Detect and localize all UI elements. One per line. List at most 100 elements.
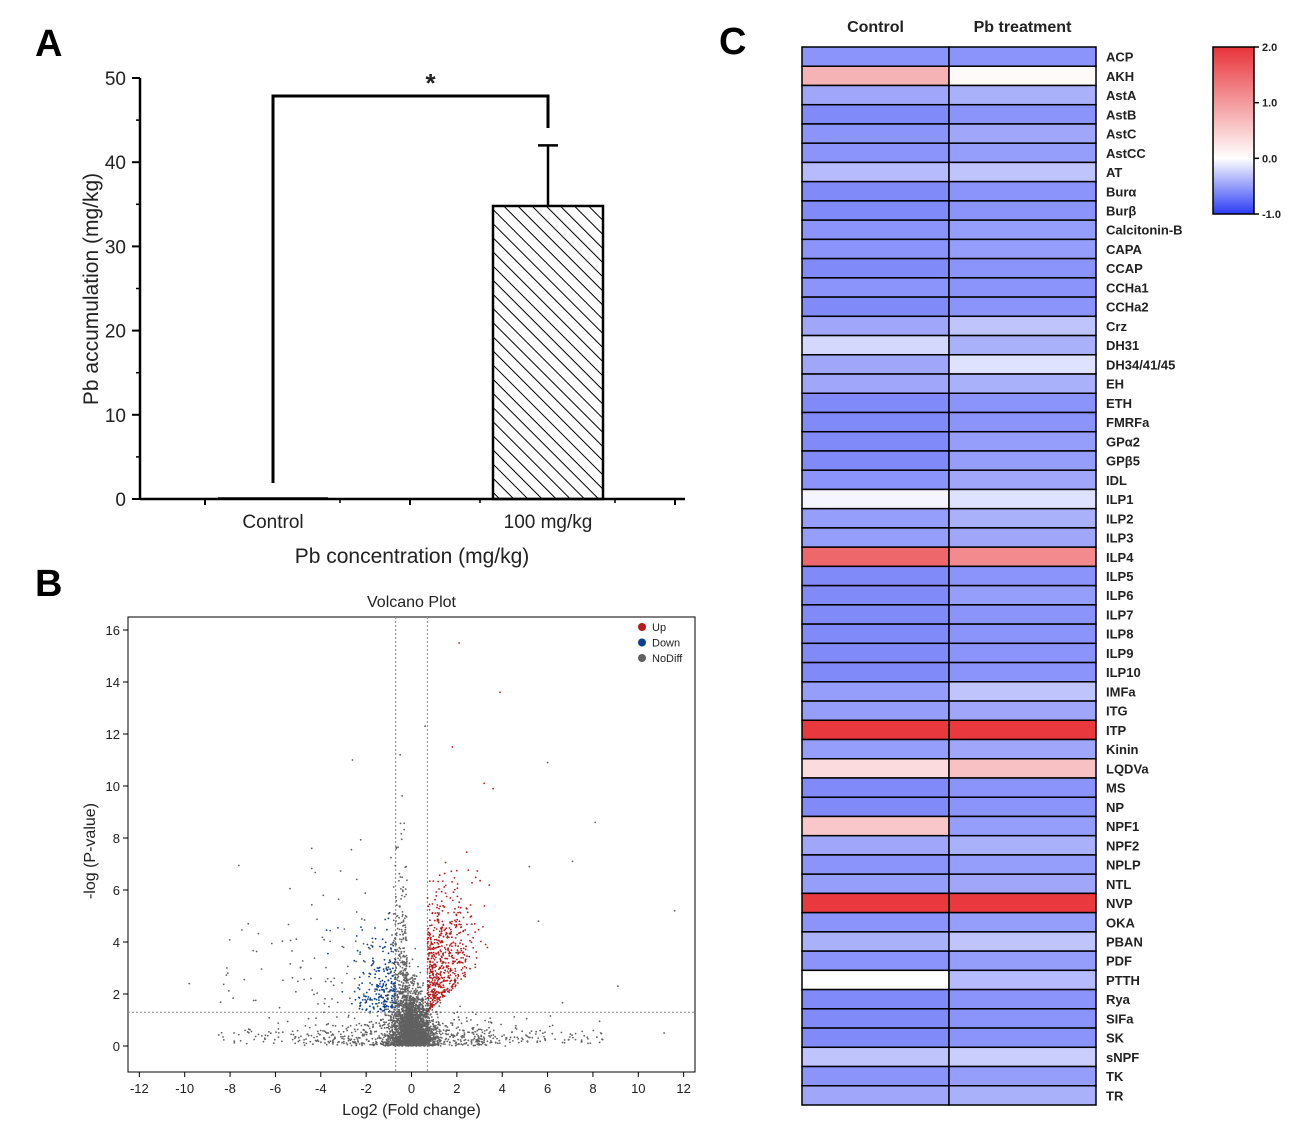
point-nodiff	[324, 997, 326, 1000]
heatmap-cell	[948, 988, 1097, 1010]
point-nodiff	[402, 920, 405, 923]
point-nodiff	[461, 1036, 463, 1039]
point-nodiff	[362, 1028, 365, 1031]
point-nodiff	[356, 1028, 359, 1031]
point-up	[445, 944, 448, 946]
heatmap-row-label: ILP9	[1106, 646, 1133, 661]
point-nodiff	[425, 1039, 428, 1042]
point-nodiff	[323, 1030, 326, 1032]
point-nodiff	[351, 759, 354, 761]
point-nodiff	[410, 990, 413, 992]
point-nodiff	[402, 938, 405, 940]
point-nodiff	[475, 1039, 478, 1042]
heatmap-cell	[948, 738, 1097, 760]
point-up	[428, 965, 431, 968]
point-nodiff	[470, 1019, 472, 1021]
point-up	[447, 967, 450, 970]
point-nodiff	[418, 1007, 420, 1010]
point-up	[451, 746, 454, 748]
point-nodiff	[598, 1041, 601, 1044]
point-nodiff	[434, 1044, 436, 1047]
heatmap-row-label: GPβ5	[1106, 454, 1140, 469]
point-nodiff	[395, 1034, 398, 1037]
heatmap-row-label: DH34/41/45	[1106, 357, 1175, 372]
point-nodiff	[406, 1043, 409, 1045]
point-up	[434, 963, 436, 966]
x-tick-label: -10	[175, 1081, 194, 1096]
x-tick-label: 12	[676, 1081, 690, 1096]
point-nodiff	[363, 919, 366, 921]
point-nodiff	[405, 1000, 408, 1003]
point-up	[436, 980, 439, 982]
point-nodiff	[470, 1043, 473, 1045]
point-down	[337, 927, 339, 929]
point-up	[429, 997, 432, 999]
point-up	[436, 999, 438, 1001]
point-nodiff	[358, 1043, 361, 1045]
point-up	[427, 987, 429, 990]
point-nodiff	[457, 1026, 460, 1028]
point-nodiff	[457, 1016, 460, 1018]
point-up	[449, 974, 452, 976]
point-nodiff	[303, 1039, 305, 1041]
point-nodiff	[400, 991, 402, 993]
point-nodiff	[414, 1013, 416, 1016]
point-nodiff	[432, 1023, 434, 1025]
point-up	[429, 960, 431, 963]
point-up	[441, 956, 443, 959]
x-category-label: Control	[242, 512, 303, 533]
point-nodiff	[342, 1035, 344, 1038]
point-up	[469, 916, 472, 918]
heatmap-cell	[801, 161, 950, 183]
point-nodiff	[310, 847, 313, 850]
point-nodiff	[376, 1015, 379, 1017]
point-nodiff	[422, 1043, 424, 1046]
point-down	[385, 975, 387, 978]
point-nodiff	[404, 937, 407, 940]
heatmap-panel-c: Control Pb treatmentACPAKHAstAAstBAstCAst…	[801, 19, 1281, 1106]
point-up	[429, 919, 431, 922]
point-nodiff	[399, 1023, 402, 1026]
point-nodiff	[417, 965, 419, 968]
point-nodiff	[461, 1044, 464, 1046]
point-up	[439, 905, 441, 908]
point-up	[433, 919, 436, 922]
point-nodiff	[347, 1035, 350, 1038]
point-nodiff	[270, 942, 273, 945]
point-up	[433, 989, 436, 992]
point-nodiff	[388, 1025, 390, 1028]
heatmap-cell	[801, 565, 950, 587]
point-nodiff	[342, 1030, 345, 1033]
point-nodiff	[353, 1038, 356, 1041]
point-nodiff	[404, 1006, 407, 1009]
point-up	[428, 951, 431, 954]
point-nodiff	[410, 1015, 413, 1017]
point-down	[386, 969, 389, 972]
point-nodiff	[527, 1036, 530, 1039]
colorbar-tick-label: 0.0	[1262, 153, 1277, 165]
point-up	[435, 973, 437, 976]
point-nodiff	[435, 1035, 438, 1038]
point-nodiff	[407, 1020, 410, 1023]
point-up	[465, 967, 468, 969]
point-nodiff	[536, 1041, 539, 1043]
point-nodiff	[450, 1044, 453, 1047]
point-nodiff	[423, 1036, 426, 1039]
point-down	[389, 968, 391, 971]
heatmap-cell	[801, 796, 950, 818]
point-nodiff	[415, 996, 418, 998]
point-nodiff	[403, 1037, 405, 1039]
point-nodiff	[247, 922, 250, 925]
heatmap-cell	[948, 296, 1097, 318]
point-nodiff	[488, 1034, 490, 1037]
point-nodiff	[392, 913, 395, 915]
point-nodiff	[390, 1035, 392, 1038]
point-nodiff	[446, 1026, 449, 1028]
significance-bracket	[271, 94, 550, 483]
point-nodiff	[399, 938, 401, 941]
point-up	[482, 926, 484, 928]
heatmap-cell	[801, 719, 950, 741]
point-nodiff	[412, 984, 415, 987]
point-nodiff	[416, 1036, 418, 1039]
point-nodiff	[399, 876, 402, 878]
